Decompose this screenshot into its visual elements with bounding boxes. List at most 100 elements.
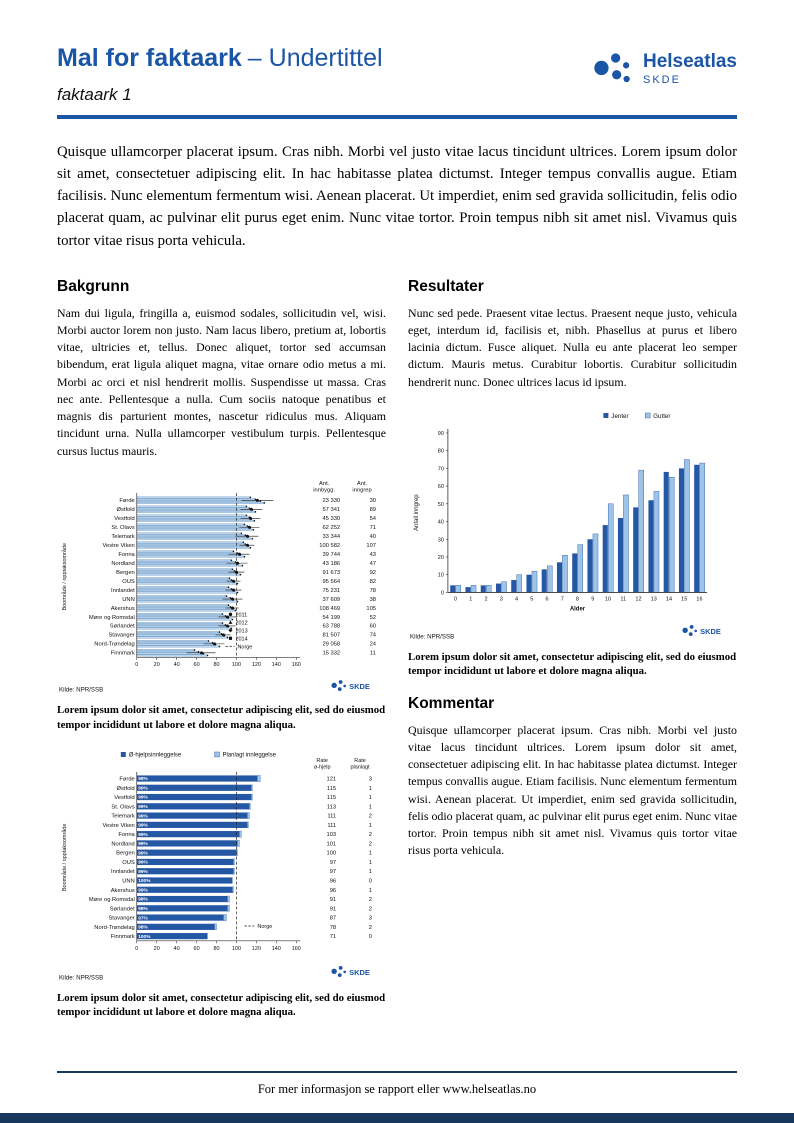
svg-text:Kilde: NPR/SSB: Kilde: NPR/SSB [59,686,103,693]
svg-text:SKDE: SKDE [700,627,721,636]
svg-text:99%: 99% [138,804,148,810]
svg-text:82: 82 [370,579,376,585]
svg-text:1: 1 [369,860,372,866]
svg-text:100: 100 [232,946,241,952]
svg-text:2: 2 [369,841,372,847]
svg-text:Kilde: NPR/SSB: Kilde: NPR/SSB [410,633,454,640]
svg-text:98%: 98% [138,924,148,930]
svg-text:91: 91 [330,897,336,903]
svg-text:100 582: 100 582 [319,543,340,549]
svg-text:9: 9 [591,596,594,602]
svg-text:Kilde: NPR/SSB: Kilde: NPR/SSB [59,974,103,981]
svg-text:99%: 99% [138,850,148,856]
svg-text:Antall inngrep: Antall inngrep [414,494,420,531]
svg-text:2: 2 [369,832,372,838]
svg-text:40: 40 [174,946,180,952]
fig2-caption: Lorem ipsum dolor sit amet, consectetur … [57,992,386,1019]
intro-paragraph: Quisque ullamcorper placerat ipsum. Cras… [57,143,737,249]
svg-text:140: 140 [272,946,281,952]
svg-text:Møre og Romsdal: Møre og Romsdal [89,897,135,903]
svg-text:3: 3 [369,776,372,782]
bakgrunn-heading: Bakgrunn [57,277,130,295]
svg-text:43: 43 [370,552,376,558]
svg-text:1: 1 [369,888,372,894]
svg-text:7: 7 [561,596,564,602]
svg-text:70: 70 [438,466,444,472]
two-column-layout: Bakgrunn Nam dui ligula, fringilla a, eu… [57,278,737,1036]
svg-text:98%: 98% [138,906,148,912]
svg-text:30: 30 [438,537,444,543]
svg-text:0: 0 [454,596,457,602]
svg-text:4: 4 [515,596,518,602]
admission-type-chart: Ø-hjelpsinnleggelse Planlagt innleggelse R… [57,748,386,985]
svg-text:96: 96 [330,878,336,884]
svg-text:160: 160 [292,662,301,668]
svg-text:14: 14 [666,596,672,602]
svg-text:Nordland: Nordland [111,561,134,567]
svg-text:Rate: Rate [354,758,366,764]
svg-text:63 788: 63 788 [322,624,340,630]
svg-text:Østfold: Østfold [117,786,135,792]
svg-text:UNN: UNN [122,878,135,884]
svg-text:Fonna: Fonna [118,832,135,838]
svg-text:10: 10 [438,573,444,579]
title-subtitle: – Undertittel [247,44,383,72]
svg-text:2: 2 [484,596,487,602]
svg-text:Stavanger: Stavanger [108,915,134,921]
svg-text:Møre og Romsdal: Møre og Romsdal [89,615,135,621]
svg-text:99%: 99% [138,832,148,838]
svg-text:Innlandet: Innlandet [111,869,135,875]
kommentar-text: Quisque ullamcorper placerat ipsum. Cras… [408,722,737,858]
svg-text:92: 92 [370,570,376,576]
svg-text:Vestfold: Vestfold [114,795,135,801]
svg-text:96: 96 [330,888,336,894]
bottom-bar [0,1113,794,1123]
svg-text:99%: 99% [138,813,148,819]
svg-text:57 341: 57 341 [322,507,340,513]
svg-text:Fonna: Fonna [118,552,135,558]
svg-text:37 609: 37 609 [322,597,340,603]
svg-text:Vestfold: Vestfold [114,516,135,522]
fig1-caption: Lorem ipsum dolor sit amet, consectetur … [57,704,386,731]
svg-text:100: 100 [327,850,337,856]
svg-text:47: 47 [370,561,376,567]
doc-subtitle: faktaark 1 [57,84,132,104]
svg-text:Finnmark: Finnmark [111,934,135,940]
svg-text:52: 52 [370,615,376,621]
svg-text:87: 87 [330,915,336,921]
svg-text:Akershus: Akershus [111,606,135,612]
svg-text:Boområde / opptaksområde: Boområde / opptaksområde [61,823,68,891]
svg-text:Norge: Norge [237,644,252,650]
svg-text:99%: 99% [138,785,148,791]
svg-text:120: 120 [252,662,261,668]
svg-text:ø-hjelp: ø-hjelp [314,764,331,770]
resultater-text: Nunc sed pede. Praesent vitae lectus. Pr… [408,305,737,389]
svg-text:UNN: UNN [122,597,135,603]
svg-text:OUS: OUS [122,579,135,585]
svg-text:SKDE: SKDE [349,682,370,691]
svg-text:71: 71 [330,934,336,940]
svg-text:Sørlandet: Sørlandet [110,624,135,630]
population-rate-chart: Ant. innbygg. Ant. inngrep Førde 23 330 30 Østf… [57,476,386,697]
fig3-caption: Lorem ipsum dolor sit amet, consectetur … [408,651,737,678]
svg-text:Nord-Trøndelag: Nord-Trøndelag [94,642,134,648]
svg-text:6: 6 [545,596,548,602]
svg-text:89: 89 [370,507,376,513]
svg-text:1: 1 [369,786,372,792]
svg-text:60: 60 [194,662,200,668]
svg-text:97: 97 [330,869,336,875]
svg-text:30: 30 [370,498,376,504]
svg-text:50: 50 [438,502,444,508]
svg-text:71: 71 [370,525,376,531]
svg-text:innbygg.: innbygg. [313,487,335,493]
svg-text:78: 78 [330,925,336,931]
svg-text:3: 3 [369,915,372,921]
svg-text:91: 91 [330,906,336,912]
svg-text:39 744: 39 744 [322,552,340,558]
svg-text:2014: 2014 [235,636,247,642]
svg-text:0: 0 [369,934,372,940]
footer-text: For mer informasjon se rapport eller www… [257,1082,537,1096]
svg-text:38: 38 [370,597,376,603]
svg-text:2011: 2011 [235,612,247,618]
svg-text:99%: 99% [138,822,148,828]
